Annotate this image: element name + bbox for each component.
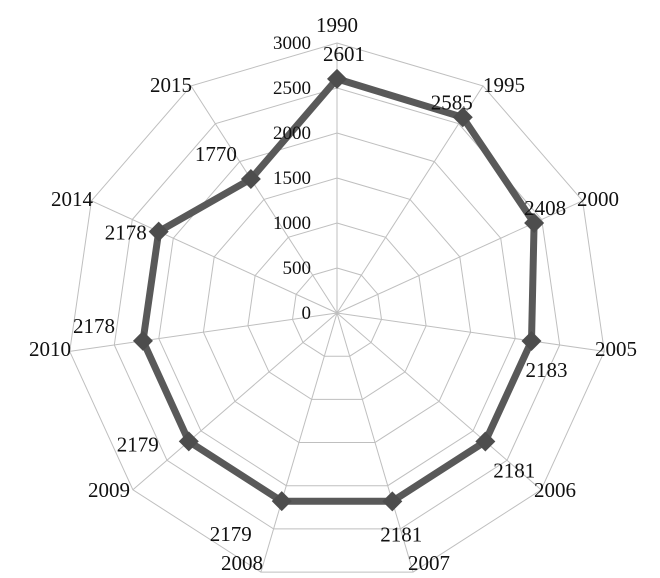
data-label-2006: 2181 (493, 459, 535, 483)
tick-label-2500: 2500 (273, 78, 311, 99)
category-label-2010: 2010 (29, 337, 71, 361)
data-label-1995: 2585 (431, 90, 473, 114)
data-label-2009: 2179 (117, 432, 159, 456)
gridline-ring-2000 (158, 132, 516, 487)
spoke-2010 (69, 312, 338, 352)
gridline-ring-1000 (247, 222, 427, 400)
data-label-2007: 2181 (380, 522, 422, 546)
category-label-1990: 1990 (316, 13, 358, 37)
gridline-ring-500 (291, 267, 383, 357)
radar-grid (69, 42, 605, 573)
data-point-2015 (240, 168, 261, 189)
data-point-2000 (524, 212, 545, 233)
data-label-2014: 2178 (105, 221, 147, 245)
tick-label-1500: 1500 (273, 168, 311, 189)
gridline-ring-2500 (113, 87, 561, 530)
data-label-2005: 2183 (526, 358, 568, 382)
spoke-2014 (91, 200, 338, 314)
category-label-2005: 2005 (595, 337, 637, 361)
spoke-2015 (190, 85, 338, 314)
tick-label-3000: 3000 (273, 33, 311, 54)
tick-label-1000: 1000 (273, 213, 311, 234)
data-point-2010 (132, 330, 153, 351)
gridline-ring-1500 (202, 177, 472, 443)
spoke-2007 (336, 312, 414, 573)
category-label-2007: 2007 (408, 551, 450, 575)
category-label-2006: 2006 (534, 478, 576, 502)
radar-series (132, 68, 545, 512)
spoke-2005 (336, 312, 605, 352)
data-label-2000: 2408 (524, 196, 566, 220)
spoke-2008 (260, 312, 338, 573)
data-labels: 2601 2585 2408 2183 2181 2181 2179 2179 2178 2178… (73, 42, 568, 546)
category-label-2009: 2009 (88, 478, 130, 502)
data-point-1990 (327, 68, 347, 89)
data-label-2010: 2178 (73, 314, 115, 338)
series-line (139, 75, 538, 505)
data-point-2009 (178, 431, 199, 452)
data-point-2006 (475, 431, 496, 452)
data-label-2008: 2179 (210, 522, 252, 546)
radar-spokes (69, 43, 605, 573)
category-label-1995: 1995 (483, 73, 525, 97)
category-label-2008: 2008 (221, 551, 263, 575)
data-label-1990: 2601 (323, 42, 365, 66)
category-labels: 1990 1995 2000 2005 2006 2007 2008 2009 2010 2014… (29, 13, 637, 575)
tick-label-0: 0 (302, 303, 312, 324)
data-point-2008 (271, 491, 292, 512)
data-point-2007 (382, 491, 403, 512)
data-point-1995 (452, 107, 473, 128)
radial-tick-labels: 0 500 1000 1500 2000 2500 3000 (273, 33, 311, 324)
category-label-2000: 2000 (577, 187, 619, 211)
category-label-2015: 2015 (150, 73, 192, 97)
category-label-2014: 2014 (51, 187, 94, 211)
spoke-2009 (132, 312, 338, 491)
tick-label-500: 500 (283, 258, 312, 279)
spoke-1995 (336, 85, 484, 314)
spoke-2006 (336, 312, 542, 491)
data-point-2014 (148, 221, 169, 242)
tick-label-2000: 2000 (273, 123, 311, 144)
gridline-ring-3000 (69, 42, 605, 573)
data-point-2005 (521, 330, 542, 351)
data-label-2015: 1770 (195, 142, 237, 166)
spoke-2000 (336, 200, 583, 314)
